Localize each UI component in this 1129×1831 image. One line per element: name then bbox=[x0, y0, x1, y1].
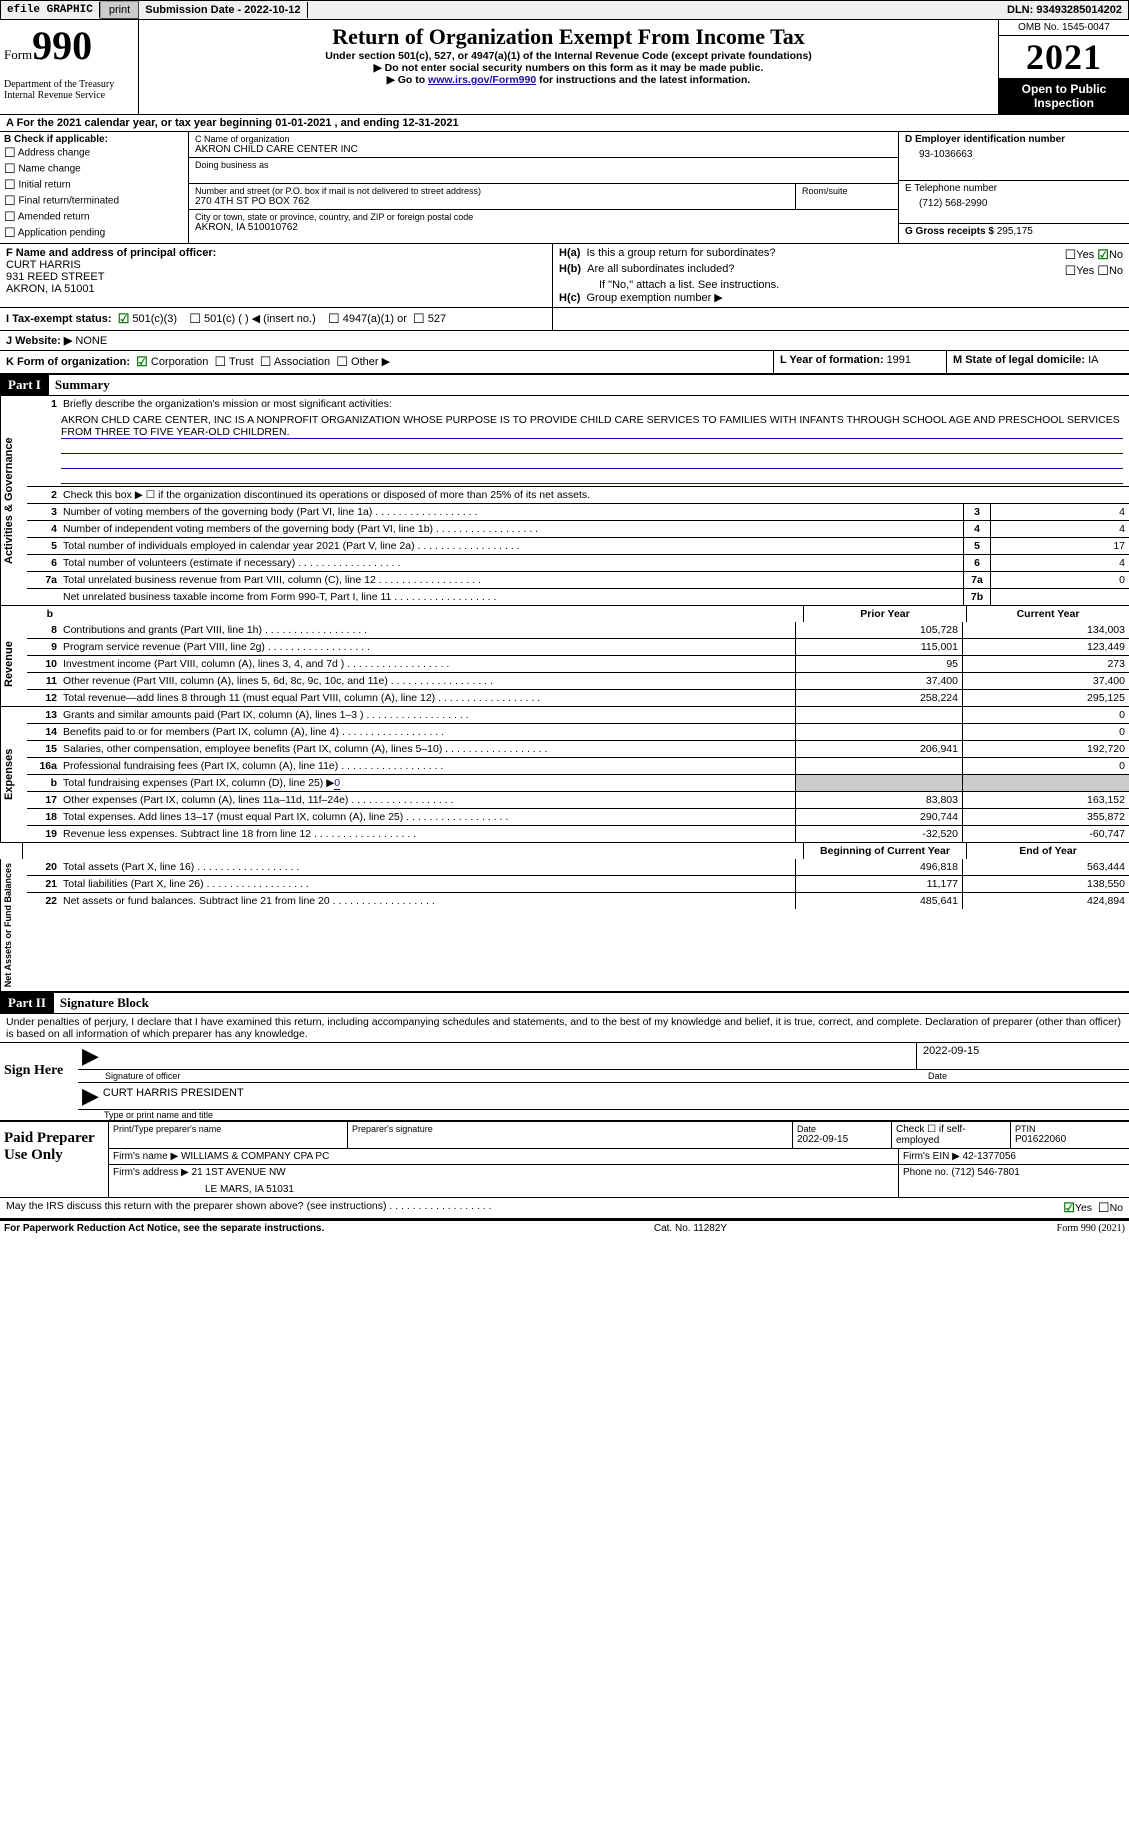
org-name-cell: C Name of organization AKRON CHILD CARE … bbox=[189, 132, 898, 158]
page-footer: For Paperwork Reduction Act Notice, see … bbox=[0, 1220, 1129, 1236]
col-eoy: End of Year bbox=[966, 843, 1129, 859]
net-assets-line: 21Total liabilities (Part X, line 26)11,… bbox=[27, 875, 1129, 892]
form-of-org: K Form of organization: ☑ Corporation ☐ … bbox=[0, 351, 774, 373]
paid-preparer-block: Paid Preparer Use Only Print/Type prepar… bbox=[0, 1122, 1129, 1198]
street-cell: Number and street (or P.O. box if mail i… bbox=[189, 184, 898, 210]
expense-line: 15Salaries, other compensation, employee… bbox=[27, 740, 1129, 757]
section-h: H(a) Is this a group return for subordin… bbox=[553, 244, 1129, 307]
ein-cell: D Employer identification number 93-1036… bbox=[899, 132, 1129, 181]
dba-cell: Doing business as bbox=[189, 158, 898, 184]
revenue-line: 12Total revenue—add lines 8 through 11 (… bbox=[27, 689, 1129, 706]
expense-line: 16aProfessional fundraising fees (Part I… bbox=[27, 757, 1129, 774]
expense-line: bTotal fundraising expenses (Part IX, co… bbox=[27, 774, 1129, 791]
summary-line: 3Number of voting members of the governi… bbox=[27, 503, 1129, 520]
subtitle-3: ▶ Go to www.irs.gov/Form990 for instruct… bbox=[143, 74, 994, 86]
dln: DLN: 93493285014202 bbox=[1001, 2, 1128, 18]
phone-cell: E Telephone number (712) 568-2990 bbox=[899, 181, 1129, 224]
summary-line: 4Number of independent voting members of… bbox=[27, 520, 1129, 537]
line-1: Briefly describe the organization's miss… bbox=[61, 396, 1129, 412]
section-b: B Check if applicable: ☐ Address change … bbox=[0, 132, 189, 243]
subtitle-1: Under section 501(c), 527, or 4947(a)(1)… bbox=[143, 50, 994, 62]
summary-line: 6Total number of volunteers (estimate if… bbox=[27, 554, 1129, 571]
part-2-header: Part IISignature Block bbox=[0, 992, 1129, 1014]
form-header: Form990 Department of the Treasury Inter… bbox=[0, 20, 1129, 115]
year-formation: L Year of formation: 1991 bbox=[774, 351, 947, 373]
dept-treasury: Department of the Treasury bbox=[4, 79, 134, 90]
discuss-row: May the IRS discuss this return with the… bbox=[0, 1198, 1129, 1220]
efile-label: efile GRAPHIC bbox=[1, 2, 100, 18]
revenue-line: 8Contributions and grants (Part VIII, li… bbox=[27, 622, 1129, 638]
summary-line: Net unrelated business taxable income fr… bbox=[27, 588, 1129, 605]
col-boy: Beginning of Current Year bbox=[803, 843, 966, 859]
revenue-line: 9Program service revenue (Part VIII, lin… bbox=[27, 638, 1129, 655]
net-assets-line: 22Net assets or fund balances. Subtract … bbox=[27, 892, 1129, 909]
principal-officer: F Name and address of principal officer:… bbox=[0, 244, 553, 307]
website: J Website: ▶ NONE bbox=[0, 331, 113, 350]
expense-line: 18Total expenses. Add lines 13–17 (must … bbox=[27, 808, 1129, 825]
sign-here-block: Sign Here ▶ 2022-09-15 Signature of offi… bbox=[0, 1043, 1129, 1122]
omb-number: OMB No. 1545-0047 bbox=[999, 20, 1129, 36]
col-current-year: Current Year bbox=[966, 606, 1129, 622]
irs-link[interactable]: www.irs.gov/Form990 bbox=[428, 74, 536, 86]
tax-exempt-status: I Tax-exempt status: ☑ 501(c)(3) ☐ 501(c… bbox=[0, 308, 553, 330]
state-domicile: M State of legal domicile: IA bbox=[947, 351, 1129, 373]
top-toolbar: efile GRAPHIC print Submission Date - 20… bbox=[0, 0, 1129, 20]
side-label-net-assets: Net Assets or Fund Balances bbox=[0, 859, 27, 991]
open-inspection: Open to Public Inspection bbox=[999, 78, 1129, 114]
revenue-line: 10Investment income (Part VIII, column (… bbox=[27, 655, 1129, 672]
form-title: Return of Organization Exempt From Incom… bbox=[143, 24, 994, 50]
part-1-header: Part ISummary bbox=[0, 374, 1129, 396]
expense-line: 14Benefits paid to or for members (Part … bbox=[27, 723, 1129, 740]
mission-text: AKRON CHLD CARE CENTER, INC IS A NONPROF… bbox=[27, 412, 1129, 487]
form-number: 990 bbox=[32, 23, 92, 68]
revenue-line: 11Other revenue (Part VIII, column (A), … bbox=[27, 672, 1129, 689]
side-label-revenue: Revenue bbox=[0, 622, 27, 706]
col-prior-year: Prior Year bbox=[803, 606, 966, 622]
summary-line: 7aTotal unrelated business revenue from … bbox=[27, 571, 1129, 588]
gross-receipts: G Gross receipts $ 295,175 bbox=[899, 224, 1129, 239]
irs-label: Internal Revenue Service bbox=[4, 90, 134, 101]
city-cell: City or town, state or province, country… bbox=[189, 210, 898, 235]
print-button[interactable]: print bbox=[100, 1, 139, 19]
side-label-activities: Activities & Governance bbox=[0, 396, 27, 605]
expense-line: 13Grants and similar amounts paid (Part … bbox=[27, 707, 1129, 723]
net-assets-line: 20Total assets (Part X, line 16)496,8185… bbox=[27, 859, 1129, 875]
subtitle-2: Do not enter social security numbers on … bbox=[143, 62, 994, 74]
tax-year: 2021 bbox=[999, 36, 1129, 78]
tax-period: A For the 2021 calendar year, or tax yea… bbox=[0, 115, 1129, 132]
form-word: Form bbox=[4, 47, 32, 62]
expense-line: 19Revenue less expenses. Subtract line 1… bbox=[27, 825, 1129, 842]
line-2: Check this box ▶ ☐ if the organization d… bbox=[61, 487, 1129, 503]
summary-line: 5Total number of individuals employed in… bbox=[27, 537, 1129, 554]
penalty-statement: Under penalties of perjury, I declare th… bbox=[0, 1014, 1129, 1043]
submission-date: Submission Date - 2022-10-12 bbox=[139, 2, 307, 18]
side-label-expenses: Expenses bbox=[0, 707, 27, 842]
expense-line: 17Other expenses (Part IX, column (A), l… bbox=[27, 791, 1129, 808]
